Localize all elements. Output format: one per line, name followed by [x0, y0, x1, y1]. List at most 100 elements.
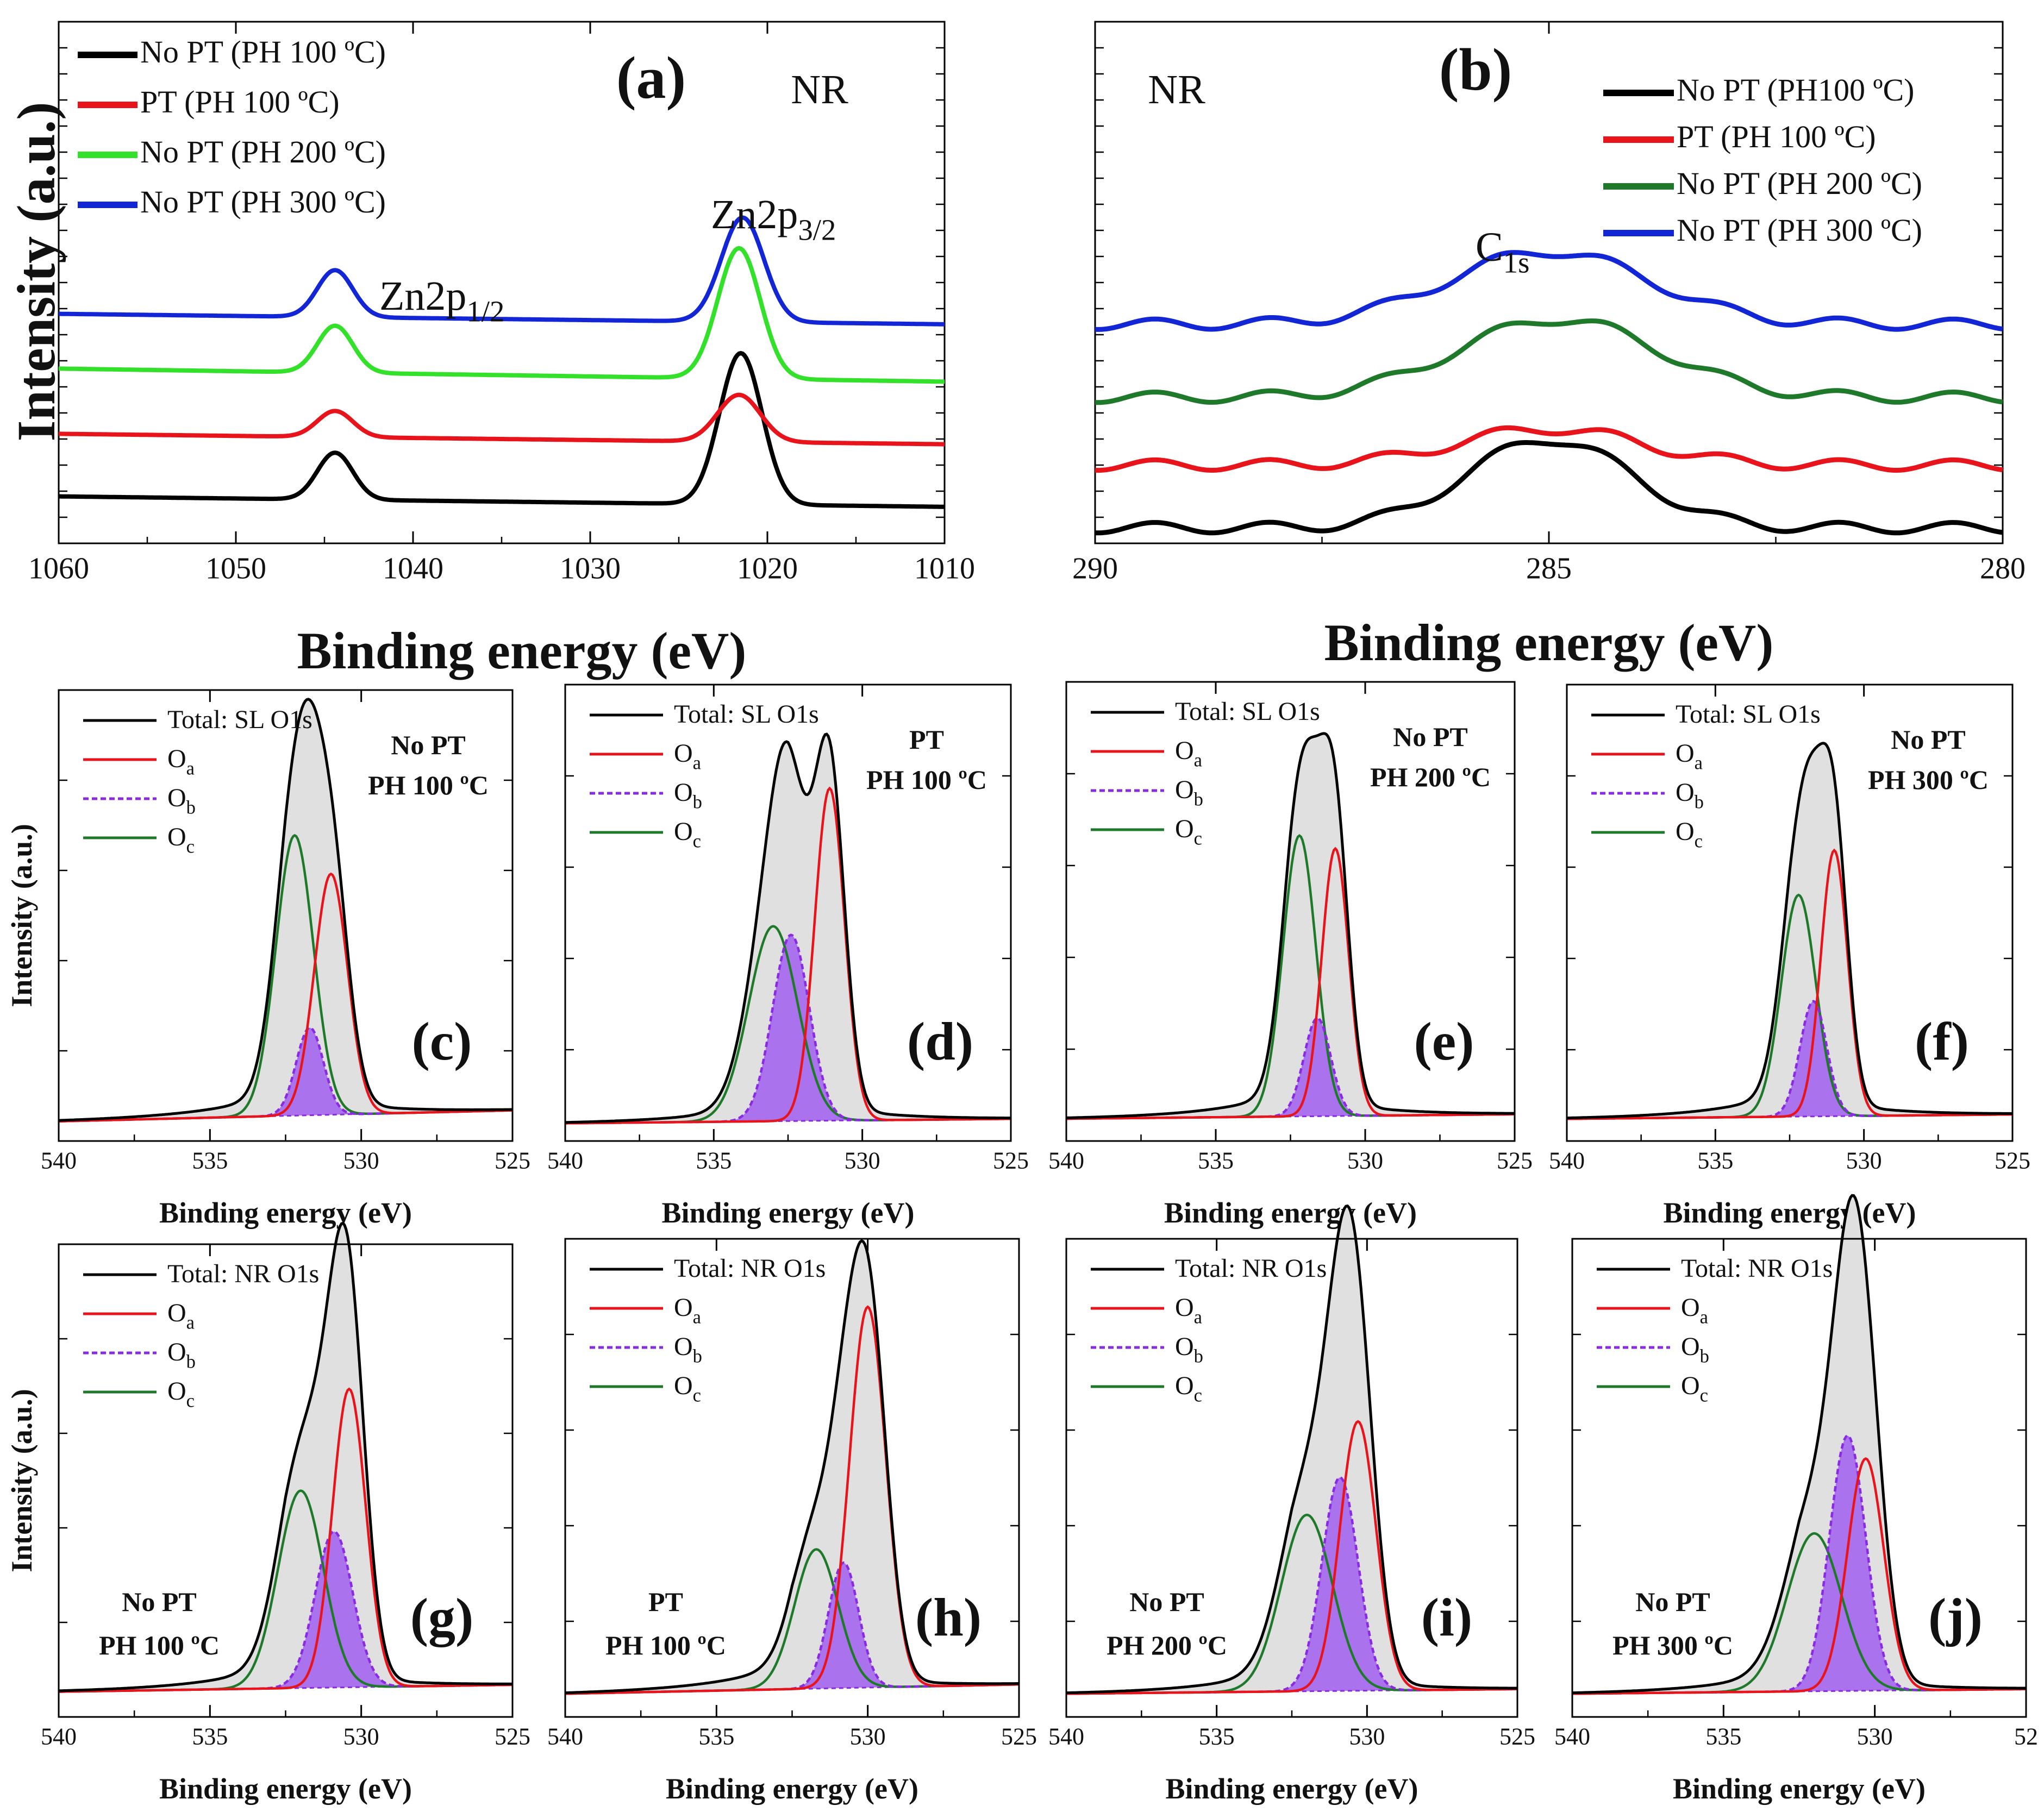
x-tick-label: 1020	[737, 551, 798, 585]
panel-label: (g)	[410, 1587, 474, 1647]
legend-label: Oc	[1676, 817, 1703, 851]
condition-label: No PT	[1891, 724, 1966, 755]
panel-label: (h)	[915, 1587, 982, 1647]
legend-label: Oa	[674, 739, 701, 773]
legend-label: Total: NR O1s	[674, 1254, 826, 1283]
x-axis-label: Binding energy (eV)	[1166, 1772, 1418, 1805]
condition-label: PT	[648, 1587, 683, 1617]
condition-label: PH 100 ºC	[99, 1630, 220, 1660]
total-line	[565, 1239, 1019, 1695]
legend-label: Oc	[1175, 1371, 1202, 1406]
total-fill	[1567, 743, 2012, 1119]
condition-label: No PT	[1635, 1587, 1710, 1617]
series-line	[58, 215, 945, 327]
panel-f: 540 535 530 525 Total: SL O1s Oa Ob Oc No PT PH 3…	[1549, 684, 2030, 1229]
legend-label: No PT (PH 300 ºC)	[140, 184, 386, 220]
x-tick-label: 540	[1048, 1723, 1084, 1750]
legend-label: Ob	[674, 1332, 702, 1366]
legend-label: Ob	[1676, 778, 1704, 812]
x-axis-label: Binding energy (eV)	[1673, 1772, 1926, 1805]
panel-h: 540 535 530 525 Total: NR O1s Oa Ob Oc PT PH 100 …	[547, 1238, 1037, 1805]
panel-label: (i)	[1421, 1587, 1472, 1647]
condition-label: No PT	[1129, 1587, 1204, 1617]
oa-line	[1572, 1457, 2027, 1695]
legend-label: Oa	[1175, 1293, 1202, 1327]
legend-label: Oc	[674, 817, 701, 851]
legend-label: No PT (PH 100 ºC)	[140, 34, 386, 70]
panel-c: 540 535 530 525 Total: SL O1s Oa Ob Oc No PT PH 1…	[5, 689, 530, 1229]
x-tick-label: 535	[696, 1148, 732, 1174]
panel-label: (a)	[616, 45, 686, 111]
total-fill	[1572, 1195, 2026, 1694]
condition-label: PH 300 ºC	[1612, 1630, 1733, 1660]
total-line	[565, 732, 1011, 1124]
legend-label: Oa	[167, 1299, 195, 1333]
oa-line	[59, 1387, 512, 1693]
legend-label: Total: NR O1s	[1175, 1254, 1327, 1283]
x-axis-label: Binding energy (eV)	[159, 1772, 412, 1805]
x-tick-label: 540	[41, 1148, 77, 1174]
x-tick-label: 285	[1526, 551, 1572, 585]
panel-i: 540 535 530 525 Total: NR O1s Oa Ob Oc No PT PH 2…	[1048, 1204, 1535, 1805]
x-tick-label: 525	[1499, 1723, 1535, 1750]
condition-label: PH 100 ºC	[605, 1630, 726, 1660]
x-tick-label: 525	[993, 1148, 1029, 1174]
condition-label: PH 100 ºC	[368, 770, 489, 800]
panel-j: 540 535 530 52 Total: NR O1s Oa Ob Oc No PT PH 30…	[1554, 1194, 2038, 1805]
legend-label: No PT (PH100 ºC)	[1677, 72, 1914, 108]
x-tick-label: 535	[1199, 1723, 1235, 1750]
x-tick-label: 525	[1995, 1148, 2030, 1174]
panel-label: (e)	[1414, 1011, 1474, 1071]
legend-label: Oc	[167, 1377, 195, 1411]
series-line	[1094, 318, 2004, 405]
total-fill	[1066, 733, 1515, 1119]
legend-label: Ob	[1681, 1332, 1709, 1366]
peak-label-c1s: C1s	[1476, 224, 1529, 279]
legend-label: Oc	[674, 1371, 701, 1406]
x-axis-label: Binding energy (eV)	[662, 1196, 915, 1229]
panel-label: (f)	[1915, 1011, 1969, 1071]
ob-fill	[59, 1027, 512, 1121]
x-tick-label: 540	[1549, 1148, 1585, 1174]
legend-label: Total: SL O1s	[1175, 697, 1320, 726]
x-tick-label: 290	[1072, 551, 1118, 585]
condition-label: No PT	[1393, 722, 1468, 752]
total-line	[1572, 1194, 2026, 1695]
x-tick-label: 1040	[383, 551, 443, 585]
x-tick-label: 540	[547, 1148, 583, 1174]
series-line	[58, 392, 945, 447]
x-tick-label: 525	[1001, 1723, 1037, 1750]
sample-label: NR	[791, 67, 848, 112]
total-fill	[565, 734, 1011, 1124]
series-line	[1094, 440, 2004, 536]
total-fill	[59, 699, 512, 1121]
x-tick-label: 530	[1347, 1148, 1383, 1174]
series-line	[1094, 250, 2004, 332]
panel-d: 540 535 530 525 Total: SL O1s Oa Ob Oc PT PH 100 …	[547, 684, 1029, 1229]
oa-line	[59, 872, 513, 1123]
oa-line	[565, 786, 1011, 1125]
x-tick-label: 535	[698, 1723, 734, 1750]
condition-label: PH 300 ºC	[1868, 764, 1989, 795]
y-axis-label: Intensity (a.u.)	[5, 824, 38, 1007]
panel-label: (j)	[1928, 1587, 1983, 1647]
legend-label: Total: NR O1s	[1681, 1254, 1833, 1283]
legend-label: No PT (PH 300 ºC)	[1677, 212, 1922, 248]
legend-label: Total: SL O1s	[674, 700, 819, 729]
series-line	[58, 351, 945, 509]
legend-label: Total: NR O1s	[167, 1259, 319, 1288]
panel-g: 540 535 530 525 Total: NR O1s Oa Ob Oc No PT PH 1…	[5, 1221, 530, 1805]
oa-line	[1066, 847, 1515, 1120]
x-tick-label: 530	[845, 1148, 880, 1174]
x-tick-label: 280	[1980, 551, 2026, 585]
panel-label: (c)	[412, 1011, 472, 1071]
legend-label: Oc	[1175, 814, 1202, 849]
condition-label: No PT	[391, 730, 466, 760]
peak-label-zn2p12: Zn2p1/2	[379, 273, 504, 328]
legend-label: Ob	[674, 778, 702, 812]
total-line	[1066, 1204, 1517, 1695]
legend-label: Oa	[1681, 1293, 1708, 1327]
legend-label: Oa	[1175, 736, 1202, 770]
oa-line	[565, 1305, 1020, 1695]
total-fill	[1066, 1206, 1517, 1694]
